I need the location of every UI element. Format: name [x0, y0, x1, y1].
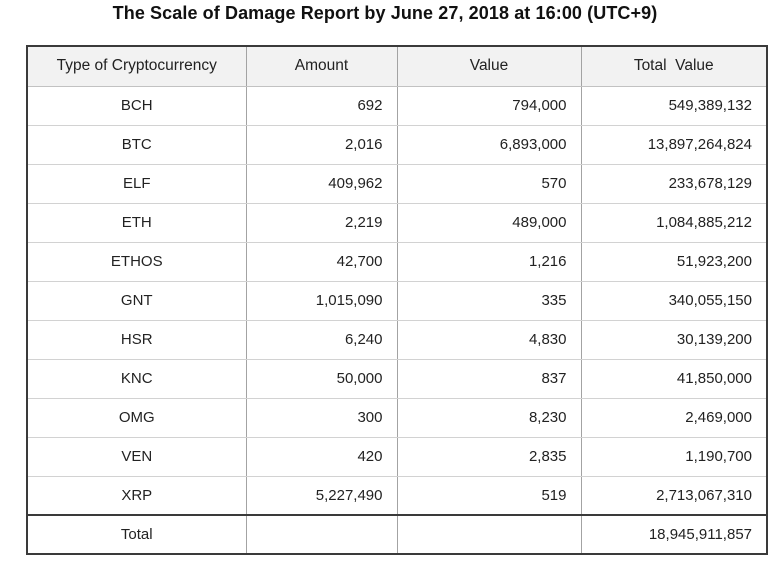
total-value-cell: 51,923,200 — [581, 242, 767, 282]
table-row: ETHOS 42,700 1,216 51,923,200 — [27, 242, 767, 282]
crypto-type-cell: ETH — [27, 203, 247, 243]
value-cell: 335 — [397, 281, 582, 321]
value-cell: 6,893,000 — [397, 125, 582, 165]
crypto-type-cell: GNT — [27, 281, 247, 321]
value-cell: 519 — [397, 476, 582, 516]
amount-cell: 300 — [246, 398, 398, 438]
table-row: XRP 5,227,490 519 2,713,067,310 — [27, 476, 767, 516]
crypto-type-cell: HSR — [27, 320, 247, 360]
total-value-cell: 549,389,132 — [581, 86, 767, 126]
col-header-type: Type of Cryptocurrency — [27, 46, 247, 87]
table-row: BTC 2,016 6,893,000 13,897,264,824 — [27, 125, 767, 165]
amount-cell: 420 — [246, 437, 398, 477]
table-row: OMG 300 8,230 2,469,000 — [27, 398, 767, 438]
total-value-cell: 41,850,000 — [581, 359, 767, 399]
table-row: BCH 692 794,000 549,389,132 — [27, 86, 767, 126]
total-total-value-cell: 18,945,911,857 — [581, 514, 767, 554]
total-value-cell: 233,678,129 — [581, 164, 767, 204]
crypto-type-cell: OMG — [27, 398, 247, 438]
table-body: BCH 692 794,000 549,389,132 BTC 2,016 6,893,00… — [27, 86, 767, 516]
header-row: Type of Cryptocurrency Amount Value Tota… — [27, 46, 767, 87]
value-cell: 8,230 — [397, 398, 582, 438]
amount-cell: 2,219 — [246, 203, 398, 243]
crypto-type-cell: BCH — [27, 86, 247, 126]
table-row: VEN 420 2,835 1,190,700 — [27, 437, 767, 477]
table-row: HSR 6,240 4,830 30,139,200 — [27, 320, 767, 360]
value-cell: 570 — [397, 164, 582, 204]
total-value-cell: 2,469,000 — [581, 398, 767, 438]
amount-cell: 42,700 — [246, 242, 398, 282]
total-value-cell: 340,055,150 — [581, 281, 767, 321]
value-cell: 2,835 — [397, 437, 582, 477]
total-value-cell — [397, 514, 582, 554]
value-cell: 4,830 — [397, 320, 582, 360]
crypto-type-cell: ETHOS — [27, 242, 247, 282]
table-row: KNC 50,000 837 41,850,000 — [27, 359, 767, 399]
value-cell: 489,000 — [397, 203, 582, 243]
amount-cell: 692 — [246, 86, 398, 126]
total-value-cell: 1,190,700 — [581, 437, 767, 477]
total-value-cell: 13,897,264,824 — [581, 125, 767, 165]
amount-cell: 6,240 — [246, 320, 398, 360]
amount-cell: 50,000 — [246, 359, 398, 399]
value-cell: 1,216 — [397, 242, 582, 282]
total-amount-cell — [246, 514, 398, 554]
damage-report-table: Type of Cryptocurrency Amount Value Tota… — [26, 45, 768, 555]
value-cell: 837 — [397, 359, 582, 399]
col-header-value: Value — [397, 46, 582, 87]
value-cell: 794,000 — [397, 86, 582, 126]
crypto-type-cell: ELF — [27, 164, 247, 204]
col-header-amount: Amount — [246, 46, 398, 87]
crypto-type-cell: KNC — [27, 359, 247, 399]
amount-cell: 409,962 — [246, 164, 398, 204]
amount-cell: 1,015,090 — [246, 281, 398, 321]
crypto-type-cell: XRP — [27, 476, 247, 516]
table-row: ETH 2,219 489,000 1,084,885,212 — [27, 203, 767, 243]
amount-cell: 2,016 — [246, 125, 398, 165]
total-row: Total 18,945,911,857 — [27, 514, 767, 554]
table-row: ELF 409,962 570 233,678,129 — [27, 164, 767, 204]
page-title: The Scale of Damage Report by June 27, 2… — [112, 3, 658, 23]
total-label-cell: Total — [27, 514, 247, 554]
crypto-type-cell: BTC — [27, 125, 247, 165]
table-row: GNT 1,015,090 335 340,055,150 — [27, 281, 767, 321]
amount-cell: 5,227,490 — [246, 476, 398, 516]
total-value-cell: 1,084,885,212 — [581, 203, 767, 243]
total-value-cell: 30,139,200 — [581, 320, 767, 360]
crypto-type-cell: VEN — [27, 437, 247, 477]
col-header-total-value: Total Value — [581, 46, 767, 87]
total-value-cell: 2,713,067,310 — [581, 476, 767, 516]
